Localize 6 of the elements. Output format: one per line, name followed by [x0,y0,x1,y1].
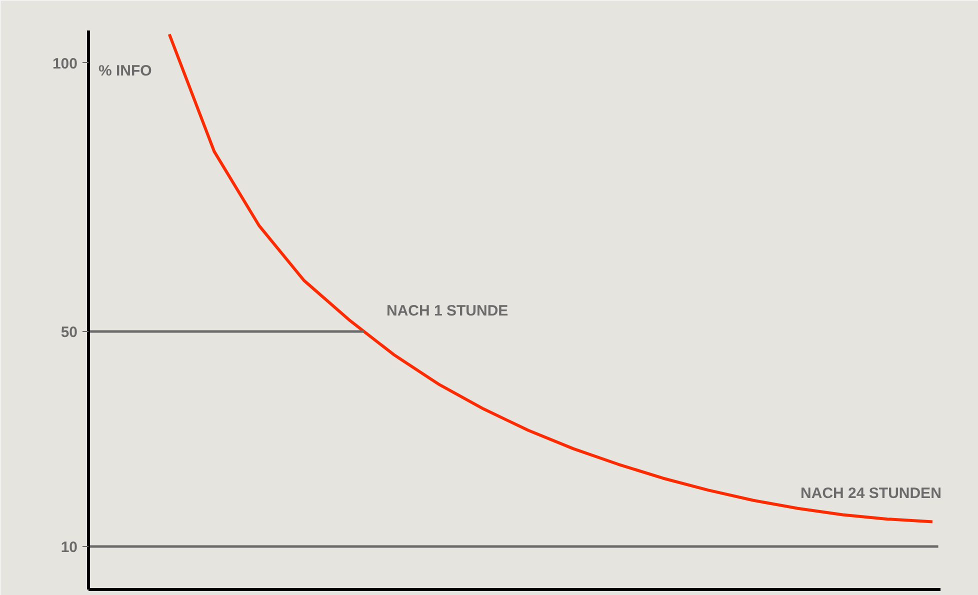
y-tick-label: 50 [60,324,78,341]
annotation: NACH 24 STUNDEN [800,484,942,502]
annotation: NACH 1 STUNDE [386,302,508,320]
y-axis-title: % INFO [98,62,152,80]
y-tick-label: 10 [60,539,78,556]
y-tick-label: 100 [52,55,78,72]
